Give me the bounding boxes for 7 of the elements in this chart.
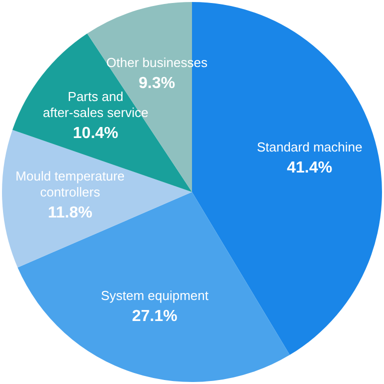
slice-label: Mould temperature controllers	[16, 168, 125, 200]
data-label: 27.1%	[132, 308, 178, 326]
data-label: 10.4%	[72, 125, 118, 142]
data-label: 11.8%	[48, 204, 92, 222]
slice-label: Standard machine	[256, 139, 362, 154]
slice-label: System equipment	[100, 288, 209, 304]
data-label: 41.4%	[286, 159, 332, 176]
